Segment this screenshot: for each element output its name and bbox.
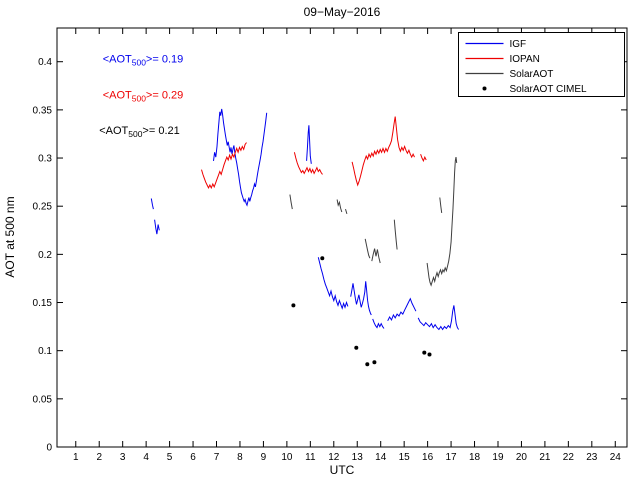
series-layer: [150, 108, 460, 367]
series-iopan-line: [420, 154, 427, 163]
series-iopan-line: [351, 116, 415, 187]
mean-aot-annotation: <AOT500>= 0.19: [103, 54, 184, 68]
x-tick-label: 1: [73, 452, 79, 463]
legend-label-iopan: IOPAN: [510, 54, 540, 65]
x-tick-label: 11: [305, 452, 316, 463]
series-igf-line: [213, 108, 268, 207]
y-tick-label: 0.05: [33, 394, 53, 405]
y-tick-label: 0: [46, 443, 52, 454]
y-tick-label: 0.4: [38, 57, 52, 68]
series-igf-line: [350, 281, 372, 316]
mean-aot-annotation: <AOT500>= 0.29: [103, 89, 184, 103]
series-solaraot-cimel-point: [422, 350, 427, 355]
series-solaraot-line: [345, 208, 348, 215]
series-solaraot-line: [371, 248, 381, 264]
x-tick-label: 10: [281, 452, 293, 463]
chart-title: 09−May−2016: [304, 5, 381, 19]
x-tick-label: 23: [586, 452, 598, 463]
series-igf-line: [154, 219, 160, 235]
x-tick-label: 8: [237, 452, 243, 463]
y-tick-label: 0.25: [33, 202, 53, 213]
series-solaraot-line: [439, 197, 443, 213]
series-solaraot-cimel-point: [354, 345, 359, 350]
x-tick-label: 22: [563, 452, 575, 463]
y-tick-label: 0.15: [33, 298, 53, 309]
x-tick-label: 13: [352, 452, 364, 463]
series-solaraot-cimel-point: [427, 352, 432, 357]
series-igf-line: [306, 125, 312, 164]
series-solaraot-cimel-point: [291, 303, 296, 308]
legend: IGF IOPAN SolarAOT SolarAOT CIMEL: [458, 32, 625, 97]
series-solaraot-line: [364, 238, 371, 259]
plot-box: [56, 27, 628, 448]
y-tick-label: 0.35: [33, 105, 53, 116]
y-tick-label: 0.1: [38, 346, 52, 357]
y-axis-label: AOT at 500 nm: [3, 196, 17, 277]
y-tick-label: 0.3: [38, 154, 52, 165]
series-solaraot-line: [289, 194, 293, 210]
annotation-layer: <AOT500>= 0.19 <AOT500>= 0.29 <AOT500>= 0.…: [99, 54, 183, 139]
series-iopan-line: [201, 142, 247, 190]
x-tick-label: 7: [214, 452, 220, 463]
series-solaraot-line: [426, 157, 458, 287]
x-tick-label: 19: [492, 452, 504, 463]
legend-sample-solaraot-cimel: [482, 86, 487, 91]
y-tick-label: 0.2: [38, 250, 52, 261]
x-tick-label: 24: [610, 452, 622, 463]
x-tick-label: 5: [167, 452, 173, 463]
series-solaraot-cimel-point: [365, 362, 370, 367]
series-iopan-line: [293, 152, 323, 175]
x-tick-label: 6: [190, 452, 196, 463]
x-tick-label: 14: [375, 452, 387, 463]
x-axis-label: UTC: [330, 463, 355, 477]
x-tick-label: 15: [399, 452, 411, 463]
series-igf-line: [417, 305, 460, 331]
legend-label-igf: IGF: [510, 39, 527, 50]
series-solaraot-cimel-point: [320, 256, 325, 261]
series-solaraot-cimel-point: [372, 360, 377, 365]
series-igf-line: [372, 318, 385, 329]
legend-label-solaraot-cimel: SolarAOT CIMEL: [510, 84, 587, 95]
x-tick-label: 16: [422, 452, 434, 463]
x-tick-label: 20: [516, 452, 528, 463]
x-tick-label: 2: [96, 452, 102, 463]
series-igf-line: [317, 257, 349, 310]
legend-label-solaraot: SolarAOT: [510, 69, 554, 80]
x-tick-label: 4: [143, 452, 149, 463]
series-solaraot-line: [336, 199, 343, 213]
x-tick-label: 17: [446, 452, 458, 463]
series-igf-line: [387, 297, 417, 322]
series-solaraot-line: [393, 219, 398, 250]
series-igf-line: [150, 198, 154, 210]
x-tick-label: 21: [539, 452, 551, 463]
x-tick-label: 18: [469, 452, 481, 463]
plot-area: 1 2 3 4 5 6 7 8 9 10 11 12 13 14 15 16 17 18 19 20 21 22 23 240…: [33, 27, 628, 463]
x-tick-label: 12: [328, 452, 340, 463]
x-tick-label: 9: [261, 452, 267, 463]
mean-aot-annotation: <AOT500>= 0.21: [99, 125, 180, 139]
x-tick-label: 3: [120, 452, 126, 463]
